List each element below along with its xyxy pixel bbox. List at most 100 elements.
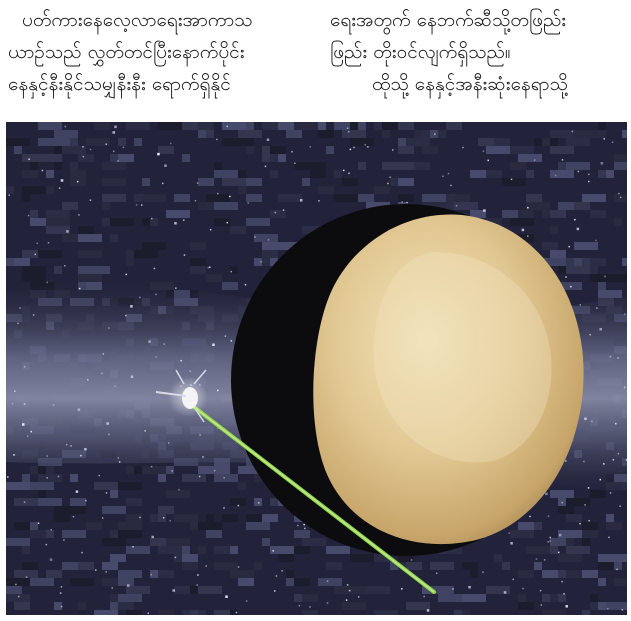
noise-block (166, 538, 190, 546)
noise-block (462, 594, 486, 602)
star (529, 515, 531, 518)
star (196, 182, 199, 184)
star (41, 169, 44, 172)
star (603, 463, 605, 465)
star (389, 176, 391, 178)
noise-block (222, 122, 246, 130)
noise-block (30, 578, 54, 586)
noise-block (38, 498, 62, 506)
star (46, 455, 48, 457)
star (588, 519, 590, 522)
noise-block (38, 154, 62, 162)
noise-block (566, 162, 590, 170)
noise-block (262, 122, 278, 130)
noise-block (222, 138, 246, 146)
star (60, 179, 64, 182)
noise-block (310, 122, 318, 130)
star (482, 150, 485, 153)
star (225, 595, 228, 598)
noise-block (166, 210, 190, 218)
star (281, 570, 283, 572)
star (455, 205, 458, 207)
star (401, 588, 403, 590)
noise-block (86, 138, 110, 146)
star (539, 589, 542, 592)
star (117, 457, 119, 459)
noise-block (246, 146, 254, 154)
noise-block (126, 498, 142, 506)
noise-block (118, 594, 142, 602)
noise-block (30, 210, 38, 218)
star (28, 158, 30, 160)
star (345, 599, 348, 601)
star (468, 585, 471, 589)
star (151, 535, 154, 539)
star (609, 355, 612, 358)
star (150, 573, 153, 576)
star (274, 590, 276, 592)
star (367, 146, 369, 148)
star (298, 604, 301, 607)
noise-block (78, 234, 102, 242)
noise-block (526, 546, 550, 554)
star (584, 504, 586, 506)
noise-block (214, 546, 238, 554)
noise-block (150, 218, 158, 226)
planet-highlight (373, 252, 552, 463)
noise-block (238, 170, 246, 178)
star (150, 465, 153, 468)
noise-block (182, 546, 190, 554)
noise-block (158, 506, 174, 514)
noise-block (190, 266, 206, 274)
star (436, 572, 438, 575)
star (348, 589, 351, 592)
star (216, 138, 218, 141)
noise-block (70, 578, 94, 586)
noise-block (78, 154, 94, 162)
noise-block (54, 162, 62, 170)
star (125, 273, 128, 276)
star (565, 460, 567, 462)
noise-block (350, 554, 374, 562)
noise-block (70, 474, 78, 482)
noise-block (110, 154, 118, 162)
star (326, 580, 329, 582)
noise-block (254, 562, 262, 570)
star (579, 304, 582, 306)
noise-block (14, 570, 38, 578)
noise-block (6, 578, 30, 586)
star (125, 314, 127, 317)
noise-block (22, 562, 38, 570)
noise-block (94, 482, 118, 490)
text-line: ယာဉ်သည် လွှတ်တင်ပြီးနောက်ပိုင်း (8, 41, 245, 63)
noise-block (158, 610, 174, 615)
noise-block (558, 266, 566, 274)
noise-block (582, 130, 606, 138)
noise-block (126, 514, 142, 522)
green-beam-glow (193, 406, 435, 593)
star (450, 184, 452, 187)
noise-block (102, 506, 126, 514)
star (63, 539, 65, 541)
noise-block (118, 570, 142, 578)
star (347, 130, 350, 133)
noise-block (198, 122, 214, 130)
star (600, 162, 604, 165)
star (132, 546, 134, 548)
text-line: ပတ်ကားနေလေ့လာရေးအာကာသ (22, 9, 253, 31)
noise-block (6, 586, 22, 594)
star (139, 516, 141, 519)
star (140, 204, 143, 206)
noise-block (590, 594, 598, 602)
star (244, 283, 247, 286)
noise-block (390, 178, 398, 186)
star (535, 558, 538, 560)
text-line: ဖြည်း တိုးဝင်လျက်ရှိသည်။ (330, 41, 511, 63)
noise-block (70, 170, 86, 178)
star (423, 595, 425, 598)
noise-block (518, 594, 526, 602)
star (130, 305, 133, 308)
noise-block (518, 154, 542, 162)
star (32, 314, 35, 316)
star (503, 591, 507, 594)
